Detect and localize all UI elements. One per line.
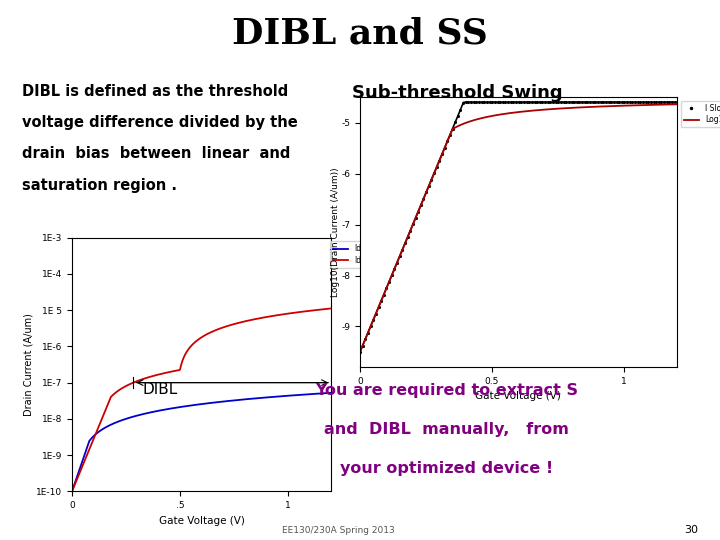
Y-axis label: Log10(Drain Current (A/um)): Log10(Drain Current (A/um)) bbox=[331, 167, 340, 297]
Y-axis label: Drain Current (A/um): Drain Current (A/um) bbox=[23, 313, 33, 416]
Text: You are required to extract S: You are required to extract S bbox=[315, 383, 578, 399]
Text: your optimized device !: your optimized device ! bbox=[340, 461, 553, 476]
Text: saturation region .: saturation region . bbox=[22, 178, 176, 193]
X-axis label: Gate Voltage (V): Gate Voltage (V) bbox=[475, 392, 562, 401]
Text: voltage difference divided by the: voltage difference divided by the bbox=[22, 115, 297, 130]
Text: drain  bias  between  linear  and: drain bias between linear and bbox=[22, 146, 290, 161]
Text: EE130/230A Spring 2013: EE130/230A Spring 2013 bbox=[282, 525, 395, 535]
Text: DIBL is defined as the threshold: DIBL is defined as the threshold bbox=[22, 84, 288, 99]
Legend: Id(Vg_sat, Id(Vg_lin: Id(Vg_sat, Id(Vg_lin bbox=[330, 241, 393, 268]
Legend: I Slope, Log10(dVg): I Slope, Log10(dVg) bbox=[680, 101, 720, 127]
Text: Sub-threshold Swing: Sub-threshold Swing bbox=[352, 84, 562, 102]
X-axis label: Gate Voltage (V): Gate Voltage (V) bbox=[158, 516, 245, 525]
Text: DIBL: DIBL bbox=[142, 382, 177, 396]
Text: and  DIBL  manually,   from: and DIBL manually, from bbox=[324, 422, 569, 437]
Text: 30: 30 bbox=[685, 524, 698, 535]
Text: DIBL and SS: DIBL and SS bbox=[232, 16, 488, 50]
